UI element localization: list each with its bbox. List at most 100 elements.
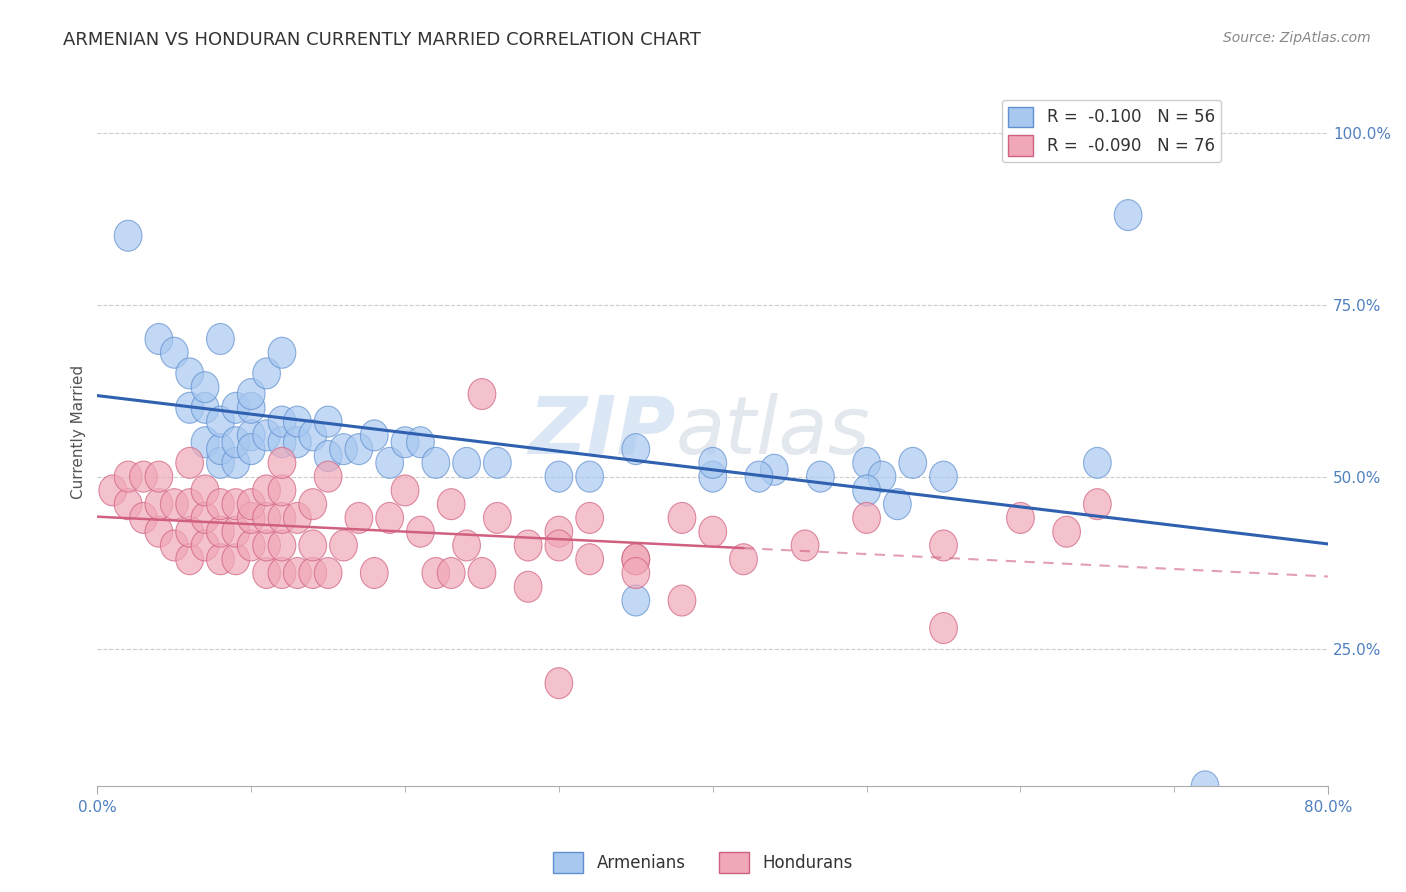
Ellipse shape	[145, 461, 173, 492]
Ellipse shape	[299, 530, 326, 561]
Ellipse shape	[621, 558, 650, 589]
Ellipse shape	[191, 475, 219, 506]
Legend: R =  -0.100   N = 56, R =  -0.090   N = 76: R = -0.100 N = 56, R = -0.090 N = 76	[1001, 100, 1222, 162]
Ellipse shape	[668, 585, 696, 616]
Ellipse shape	[222, 544, 250, 574]
Ellipse shape	[546, 461, 572, 492]
Ellipse shape	[238, 378, 266, 409]
Ellipse shape	[546, 667, 572, 698]
Legend: Armenians, Hondurans: Armenians, Hondurans	[547, 846, 859, 880]
Ellipse shape	[176, 448, 204, 478]
Ellipse shape	[699, 448, 727, 478]
Ellipse shape	[253, 530, 280, 561]
Ellipse shape	[114, 461, 142, 492]
Ellipse shape	[253, 502, 280, 533]
Ellipse shape	[238, 392, 266, 424]
Ellipse shape	[284, 558, 311, 589]
Ellipse shape	[437, 489, 465, 520]
Ellipse shape	[299, 420, 326, 450]
Text: Source: ZipAtlas.com: Source: ZipAtlas.com	[1223, 31, 1371, 45]
Ellipse shape	[898, 448, 927, 478]
Ellipse shape	[269, 426, 295, 458]
Ellipse shape	[344, 434, 373, 465]
Ellipse shape	[468, 558, 496, 589]
Ellipse shape	[315, 558, 342, 589]
Ellipse shape	[315, 406, 342, 437]
Ellipse shape	[929, 461, 957, 492]
Ellipse shape	[145, 489, 173, 520]
Ellipse shape	[160, 489, 188, 520]
Ellipse shape	[853, 448, 880, 478]
Ellipse shape	[422, 448, 450, 478]
Ellipse shape	[176, 516, 204, 547]
Ellipse shape	[222, 516, 250, 547]
Ellipse shape	[422, 558, 450, 589]
Ellipse shape	[176, 489, 204, 520]
Ellipse shape	[269, 475, 295, 506]
Ellipse shape	[853, 475, 880, 506]
Y-axis label: Currently Married: Currently Married	[72, 365, 86, 499]
Ellipse shape	[269, 448, 295, 478]
Ellipse shape	[253, 558, 280, 589]
Ellipse shape	[238, 434, 266, 465]
Ellipse shape	[207, 489, 235, 520]
Ellipse shape	[406, 426, 434, 458]
Ellipse shape	[515, 571, 541, 602]
Ellipse shape	[222, 426, 250, 458]
Ellipse shape	[360, 558, 388, 589]
Ellipse shape	[207, 406, 235, 437]
Ellipse shape	[269, 530, 295, 561]
Ellipse shape	[191, 392, 219, 424]
Ellipse shape	[576, 544, 603, 574]
Ellipse shape	[299, 558, 326, 589]
Ellipse shape	[176, 358, 204, 389]
Ellipse shape	[253, 358, 280, 389]
Ellipse shape	[853, 502, 880, 533]
Ellipse shape	[453, 530, 481, 561]
Ellipse shape	[437, 558, 465, 589]
Text: ZIP: ZIP	[529, 392, 676, 471]
Ellipse shape	[98, 475, 127, 506]
Ellipse shape	[515, 530, 541, 561]
Ellipse shape	[129, 461, 157, 492]
Ellipse shape	[360, 420, 388, 450]
Ellipse shape	[730, 544, 758, 574]
Ellipse shape	[315, 461, 342, 492]
Ellipse shape	[668, 502, 696, 533]
Ellipse shape	[176, 544, 204, 574]
Ellipse shape	[1115, 200, 1142, 230]
Ellipse shape	[406, 516, 434, 547]
Ellipse shape	[621, 585, 650, 616]
Ellipse shape	[207, 324, 235, 354]
Ellipse shape	[207, 516, 235, 547]
Ellipse shape	[391, 475, 419, 506]
Ellipse shape	[238, 489, 266, 520]
Ellipse shape	[222, 489, 250, 520]
Ellipse shape	[160, 337, 188, 368]
Ellipse shape	[145, 324, 173, 354]
Ellipse shape	[1084, 448, 1111, 478]
Ellipse shape	[929, 613, 957, 643]
Ellipse shape	[699, 461, 727, 492]
Ellipse shape	[868, 461, 896, 492]
Ellipse shape	[222, 392, 250, 424]
Ellipse shape	[315, 441, 342, 472]
Ellipse shape	[484, 502, 512, 533]
Ellipse shape	[344, 502, 373, 533]
Ellipse shape	[114, 220, 142, 252]
Ellipse shape	[207, 544, 235, 574]
Ellipse shape	[1191, 771, 1219, 802]
Ellipse shape	[238, 530, 266, 561]
Ellipse shape	[284, 502, 311, 533]
Ellipse shape	[238, 420, 266, 450]
Ellipse shape	[621, 544, 650, 574]
Ellipse shape	[621, 544, 650, 574]
Ellipse shape	[576, 461, 603, 492]
Ellipse shape	[191, 530, 219, 561]
Ellipse shape	[207, 434, 235, 465]
Ellipse shape	[129, 502, 157, 533]
Ellipse shape	[468, 378, 496, 409]
Ellipse shape	[284, 426, 311, 458]
Ellipse shape	[191, 372, 219, 402]
Ellipse shape	[745, 461, 773, 492]
